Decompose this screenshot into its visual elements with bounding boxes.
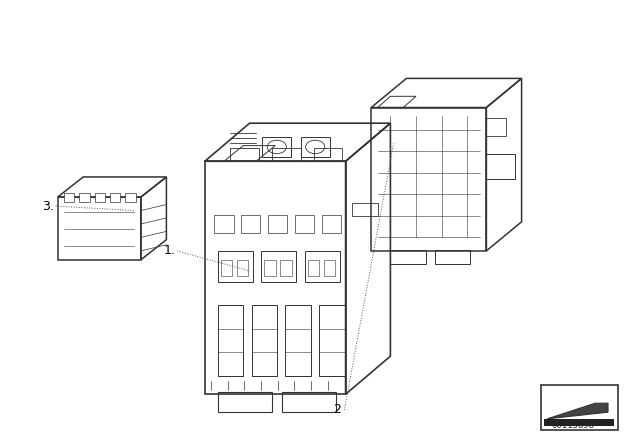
Bar: [218, 305, 243, 376]
Bar: [295, 215, 314, 233]
Bar: [435, 250, 470, 264]
Bar: [541, 385, 618, 430]
Bar: [305, 251, 340, 282]
Bar: [218, 251, 253, 282]
Bar: [79, 193, 90, 202]
Bar: [314, 148, 342, 161]
Bar: [285, 305, 311, 376]
Bar: [319, 305, 345, 376]
Bar: [221, 260, 232, 276]
Text: 1.: 1.: [163, 244, 175, 258]
Bar: [64, 193, 74, 202]
Bar: [486, 118, 506, 136]
Bar: [237, 260, 248, 276]
Bar: [272, 148, 301, 161]
Bar: [268, 215, 287, 233]
Bar: [262, 137, 291, 157]
Bar: [241, 215, 260, 233]
Bar: [324, 260, 335, 276]
Bar: [252, 305, 277, 376]
Bar: [544, 419, 614, 426]
Bar: [125, 193, 136, 202]
Text: 00115898: 00115898: [551, 421, 595, 430]
Bar: [280, 260, 292, 276]
Bar: [218, 392, 272, 412]
Bar: [214, 215, 234, 233]
Bar: [95, 193, 105, 202]
Bar: [301, 137, 330, 157]
Bar: [390, 250, 426, 264]
Text: 2: 2: [333, 403, 340, 417]
Bar: [282, 392, 336, 412]
Bar: [264, 260, 276, 276]
Bar: [308, 260, 319, 276]
Bar: [486, 154, 515, 179]
Bar: [322, 215, 341, 233]
Bar: [261, 251, 296, 282]
Text: 3.: 3.: [42, 199, 54, 213]
Bar: [110, 193, 120, 202]
Bar: [230, 148, 259, 161]
Polygon shape: [547, 403, 608, 419]
Bar: [352, 203, 378, 216]
